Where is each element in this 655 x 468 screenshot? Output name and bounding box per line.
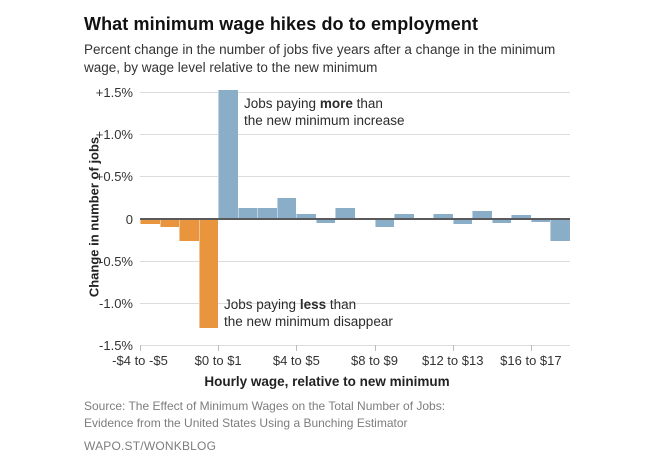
bar: [394, 214, 414, 219]
bar: [530, 218, 551, 222]
x-tick-label: $16 to $17: [500, 353, 562, 368]
y-tick-label: +1.5%: [95, 85, 133, 101]
source-line-2: Evidence from the United States Using a …: [84, 415, 408, 430]
bar: [374, 218, 395, 228]
bar: [472, 211, 492, 219]
y-tick-label: -1.5%: [99, 338, 133, 353]
bar: [179, 218, 199, 242]
x-tick-mark: [374, 345, 376, 351]
bar: [550, 218, 570, 242]
x-tick-label: $0 to $1: [194, 353, 242, 368]
gridline: [140, 260, 570, 262]
gridline: [140, 302, 570, 304]
x-tick-mark: [296, 345, 298, 351]
source-url: WAPO.ST/WONKBLOG: [84, 438, 217, 453]
bar: [276, 197, 297, 219]
source-line-1: Source: The Effect of Minimum Wages on t…: [84, 399, 446, 413]
bar: [198, 218, 219, 329]
y-tick-label: +0.5%: [95, 169, 133, 185]
source-note: Source: The Effect of Minimum Wages on t…: [84, 398, 554, 454]
bar: [452, 218, 473, 224]
bar: [218, 89, 238, 219]
annotation-jobs-more: Jobs paying more than the new minimum in…: [244, 96, 405, 129]
x-axis-title: Hourly wage, relative to new minimum: [204, 374, 450, 389]
x-tick-mark: [218, 345, 220, 351]
zero-baseline: [140, 217, 570, 220]
annotation-jobs-less: Jobs paying less than the new minimum di…: [224, 297, 393, 330]
bar: [433, 214, 453, 219]
bar: [335, 208, 355, 219]
gridline: [140, 345, 570, 346]
gridline: [140, 134, 570, 136]
gridline: [140, 92, 570, 94]
x-tick-mark: [140, 345, 141, 351]
y-tick-label: +1.0%: [95, 127, 133, 143]
x-tick-label: $4 to $5: [272, 353, 320, 368]
x-tick-label: $8 to $9: [351, 353, 399, 368]
chart-title: What minimum wage hikes do to employment: [84, 14, 479, 34]
x-tick-mark: [452, 345, 454, 351]
x-tick-label: -$4 to -$5: [112, 353, 168, 368]
bar: [140, 218, 160, 224]
y-tick-label: -0.5%: [99, 253, 133, 269]
bar: [257, 207, 277, 219]
bar: [159, 218, 180, 228]
y-tick-label: -1.0%: [99, 295, 133, 311]
chart-subtitle: Percent change in the number of jobs fiv…: [84, 42, 556, 75]
bar: [491, 218, 512, 223]
bar: [296, 214, 316, 219]
bar: [511, 215, 531, 219]
y-tick-label: 0: [125, 211, 133, 227]
x-tick-label: $12 to $13: [421, 353, 484, 368]
gridline: [140, 176, 570, 178]
plot-area: Jobs paying more than the new minimum in…: [96, 85, 570, 368]
x-tick-mark: [530, 345, 532, 351]
bar: [315, 218, 336, 223]
bar: [237, 207, 258, 219]
